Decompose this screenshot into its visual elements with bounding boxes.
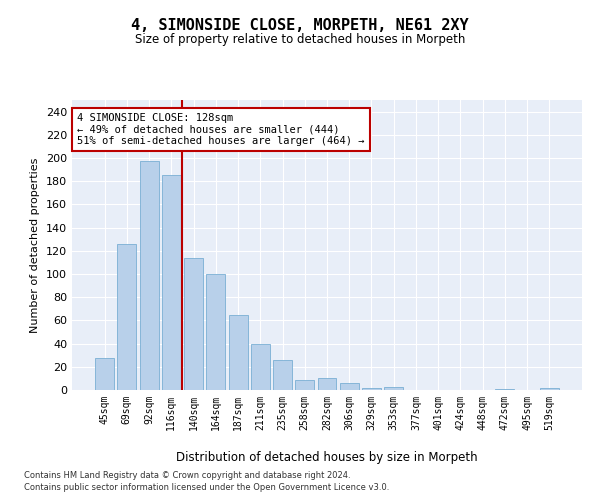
Text: Contains public sector information licensed under the Open Government Licence v3: Contains public sector information licen… <box>24 484 389 492</box>
Text: Distribution of detached houses by size in Morpeth: Distribution of detached houses by size … <box>176 451 478 464</box>
Y-axis label: Number of detached properties: Number of detached properties <box>31 158 40 332</box>
Text: Contains HM Land Registry data © Crown copyright and database right 2024.: Contains HM Land Registry data © Crown c… <box>24 471 350 480</box>
Bar <box>384 386 403 390</box>
Bar <box>118 244 136 390</box>
Bar <box>140 162 158 390</box>
Text: 4, SIMONSIDE CLOSE, MORPETH, NE61 2XY: 4, SIMONSIDE CLOSE, MORPETH, NE61 2XY <box>131 18 469 32</box>
Bar <box>317 378 337 390</box>
Bar <box>340 383 359 390</box>
Bar <box>496 389 514 390</box>
Bar <box>273 360 292 390</box>
Bar <box>295 380 314 390</box>
Text: Size of property relative to detached houses in Morpeth: Size of property relative to detached ho… <box>135 32 465 46</box>
Bar <box>229 314 248 390</box>
Bar <box>206 274 225 390</box>
Bar <box>162 176 181 390</box>
Bar <box>95 358 114 390</box>
Bar <box>251 344 270 390</box>
Text: 4 SIMONSIDE CLOSE: 128sqm
← 49% of detached houses are smaller (444)
51% of semi: 4 SIMONSIDE CLOSE: 128sqm ← 49% of detac… <box>77 113 365 146</box>
Bar <box>540 388 559 390</box>
Bar <box>184 258 203 390</box>
Bar <box>362 388 381 390</box>
